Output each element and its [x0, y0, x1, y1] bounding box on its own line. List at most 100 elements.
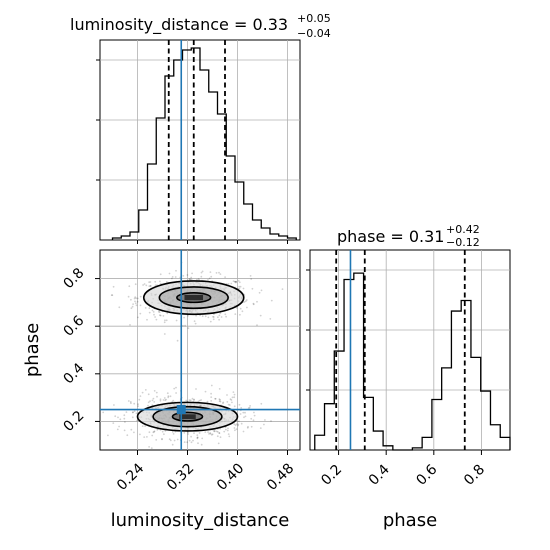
joint-sample-point — [163, 397, 166, 399]
joint-sample-point — [146, 318, 148, 321]
joint-sample-point — [196, 437, 199, 440]
joint-sample-point — [152, 397, 155, 400]
joint-sample-point — [239, 413, 242, 415]
joint-sample-point — [259, 314, 262, 317]
joint-sample-point — [241, 310, 244, 313]
joint-sample-point — [161, 430, 164, 433]
joint-sample-point — [200, 275, 203, 278]
joint-sample-point — [238, 403, 241, 406]
joint-sample-point — [148, 311, 151, 314]
joint-sample-point — [153, 401, 156, 403]
joint-sample-point — [166, 312, 169, 315]
joint-sample-point — [182, 324, 184, 327]
joint-sample-point — [209, 271, 212, 273]
joint-sample-point — [137, 316, 139, 319]
joint-xtick-label-1: 0.32 — [164, 460, 197, 493]
joint-sample-point — [260, 289, 263, 292]
joint-sample-point — [191, 272, 194, 275]
joint-sample-point — [270, 420, 272, 422]
joint-sample-point — [156, 428, 159, 431]
joint-sample-point — [204, 315, 207, 318]
joint-sample-point — [218, 400, 221, 402]
joint-sample-point — [126, 434, 129, 437]
joint-sample-point — [242, 430, 245, 433]
joint-sample-point — [184, 324, 187, 327]
joint-sample-point — [198, 432, 201, 434]
joint-sample-point — [263, 423, 265, 426]
joint-sample-point — [252, 302, 255, 305]
joint-sample-point — [113, 404, 115, 406]
joint-sample-point — [190, 278, 193, 281]
joint-sample-point — [193, 432, 195, 435]
joint-sample-point — [256, 324, 258, 326]
joint-sample-point — [143, 283, 146, 285]
joint-sample-point — [189, 399, 192, 402]
joint-sample-point — [186, 274, 189, 276]
joint-sample-point — [201, 315, 204, 318]
joint-sample-point — [217, 442, 220, 445]
joint-sample-point — [190, 441, 193, 444]
joint-sample-point — [192, 439, 194, 442]
joint-sample-point — [212, 315, 214, 318]
joint-sample-point — [176, 339, 179, 342]
joint-sample-point — [153, 390, 156, 392]
joint-sample-point — [164, 319, 166, 322]
joint-mode-0-contour-1 — [158, 286, 229, 310]
joint-sample-point — [281, 288, 284, 290]
joint-sample-point — [227, 433, 230, 435]
joint-sample-point — [159, 398, 162, 401]
joint-sample-point — [110, 294, 113, 296]
phase-title: phase = 0.31 — [337, 227, 444, 246]
joint-sample-point — [189, 278, 191, 280]
joint-sample-point — [249, 275, 252, 277]
joint-sample-point — [143, 436, 146, 438]
joint-sample-point — [195, 314, 198, 317]
joint-sample-point — [228, 435, 231, 438]
joint-sample-point — [133, 402, 136, 405]
joint-sample-point — [207, 279, 209, 281]
luminosity-distance-axis-label: luminosity_distance — [111, 510, 290, 531]
joint-sample-point — [195, 388, 197, 390]
joint-sample-point — [150, 447, 153, 449]
joint-sample-point — [218, 314, 221, 317]
joint-sample-point — [230, 399, 233, 401]
joint-sample-point — [234, 424, 237, 427]
joint-sample-point — [134, 296, 137, 299]
joint-sample-point — [162, 399, 165, 401]
joint-sample-point — [183, 316, 186, 319]
joint-sample-point — [242, 287, 245, 290]
joint-sample-point — [156, 395, 158, 398]
joint-sample-point — [118, 425, 120, 428]
joint-sample-point — [127, 400, 130, 402]
joint-sample-point — [219, 273, 222, 275]
joint-sample-point — [149, 285, 152, 287]
joint-sample-point — [116, 428, 119, 431]
joint-sample-point — [233, 405, 236, 408]
joint-sample-point — [260, 402, 263, 405]
joint-sample-point — [259, 427, 262, 429]
joint-sample-point — [253, 411, 255, 414]
joint-sample-point — [190, 435, 193, 438]
joint-sample-point — [217, 316, 219, 319]
joint-sample-point — [193, 399, 195, 401]
phase-title-upper: +0.42 — [446, 223, 480, 236]
joint-sample-point — [173, 439, 176, 442]
joint-sample-point — [198, 399, 201, 402]
joint-sample-point — [148, 281, 151, 283]
joint-sample-point — [210, 392, 213, 395]
joint-sample-point — [129, 401, 132, 403]
joint-sample-point — [165, 398, 168, 401]
joint-sample-point — [139, 295, 142, 298]
joint-sample-point — [175, 319, 178, 322]
joint-sample-point — [226, 394, 228, 396]
joint-sample-point — [152, 311, 155, 313]
joint-sample-point — [223, 430, 226, 433]
joint-sample-point — [246, 426, 249, 429]
phase-hist-xtick-label-1: 0.4 — [366, 462, 393, 489]
joint-sample-point — [210, 396, 213, 398]
joint-sample-point — [119, 418, 122, 421]
joint-sample-point — [166, 392, 169, 395]
phase-hist-xtick-label-0: 0.2 — [318, 462, 345, 489]
joint-sample-point — [175, 392, 178, 394]
